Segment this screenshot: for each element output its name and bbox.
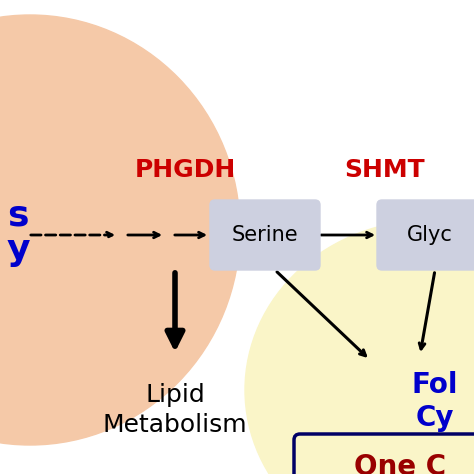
Text: PHGDH: PHGDH (134, 158, 236, 182)
Text: s: s (7, 198, 29, 232)
FancyBboxPatch shape (377, 200, 474, 270)
Text: Glyc: Glyc (407, 225, 453, 245)
Text: Serine: Serine (232, 225, 298, 245)
Text: One C: One C (354, 453, 446, 474)
Text: y: y (6, 233, 30, 267)
Text: Fol: Fol (412, 371, 458, 399)
Text: Metabolism: Metabolism (103, 413, 247, 437)
Text: Lipid: Lipid (145, 383, 205, 407)
FancyBboxPatch shape (294, 434, 474, 474)
Ellipse shape (245, 220, 474, 474)
Ellipse shape (0, 15, 240, 445)
Text: SHMT: SHMT (345, 158, 425, 182)
Text: Cy: Cy (416, 404, 454, 432)
FancyBboxPatch shape (210, 200, 320, 270)
